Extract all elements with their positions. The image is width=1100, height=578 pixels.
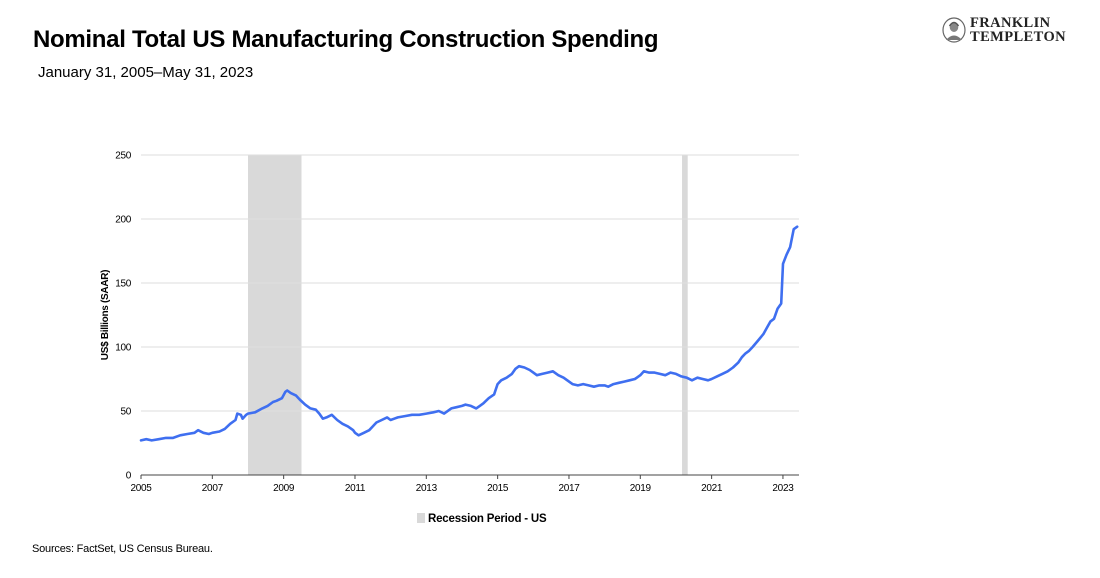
legend: Recession Period - US [417, 513, 547, 525]
page-title: Nominal Total US Manufacturing Construct… [33, 26, 659, 53]
recession-band-1 [247, 155, 302, 475]
y-tick-label: 0 [126, 471, 132, 482]
x-tick-label: 2005 [130, 483, 152, 494]
x-tick-label: 2023 [772, 483, 794, 494]
y-tick-label: 200 [115, 215, 132, 226]
x-tick-label: 2017 [558, 483, 580, 494]
legend-label-recession: Recession Period - US [428, 513, 547, 525]
sources-note: Sources: FactSet, US Census Bureau. [32, 543, 213, 555]
franklin-portrait-icon [942, 17, 966, 43]
recession-bands [247, 155, 688, 475]
recession-band-2 [682, 155, 688, 475]
y-tick-label: 50 [120, 407, 131, 418]
x-axis-ticks: 2005 2007 2009 2011 2013 2015 2017 2019 2021 2023 [130, 475, 795, 494]
y-tick-label: 100 [115, 343, 132, 354]
x-tick-label: 2013 [416, 483, 438, 494]
x-tick-label: 2007 [202, 483, 224, 494]
x-tick-label: 2015 [487, 483, 509, 494]
x-tick-label: 2019 [630, 483, 652, 494]
brand-name-line1: FRANKLIN [970, 15, 1051, 31]
brand-logo: FRANKLIN TEMPLETON [942, 16, 1066, 44]
x-tick-label: 2011 [345, 483, 366, 494]
x-tick-label: 2021 [701, 483, 723, 494]
series-line [139, 225, 799, 442]
x-tick-label: 2009 [273, 483, 295, 494]
y-axis-ticks: 0 50 100 150 200 250 [115, 151, 132, 482]
legend-swatch-recession [417, 513, 425, 523]
brand-name-line2: TEMPLETON [970, 29, 1066, 45]
y-axis-label: US$ Billions (SAAR) [100, 270, 111, 360]
gridlines [141, 154, 799, 412]
page-subtitle: January 31, 2005–May 31, 2023 [38, 64, 254, 81]
y-tick-label: 250 [115, 151, 132, 162]
y-tick-label: 150 [115, 279, 132, 290]
